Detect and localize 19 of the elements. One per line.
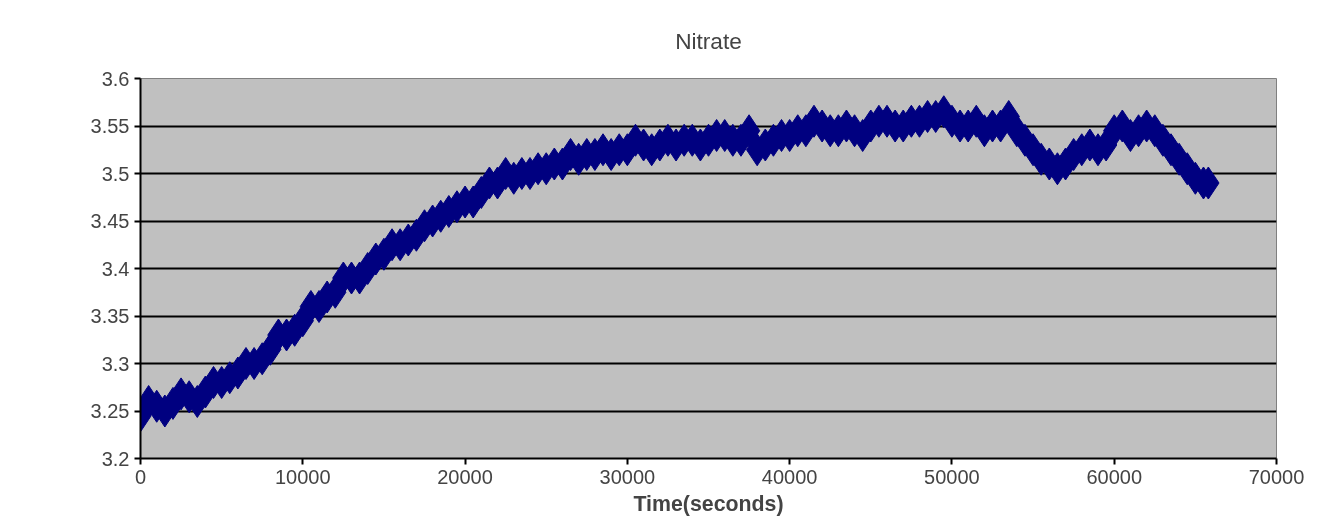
y-tick-label: 3.5 — [101, 162, 130, 185]
y-tick-label: 3.6 — [101, 67, 130, 90]
x-tick-label: 10000 — [274, 465, 331, 488]
y-tick-label: 3.4 — [101, 257, 130, 280]
y-tick-label: 3.2 — [101, 447, 130, 470]
x-tick-label: 20000 — [437, 465, 493, 488]
x-tick-label: 40000 — [761, 465, 818, 488]
x-tick-label: 0 — [134, 465, 147, 488]
y-tick-label: 3.55 — [90, 115, 130, 137]
x-tick-label: 30000 — [599, 465, 656, 488]
x-tick-label: 60000 — [1086, 465, 1143, 488]
y-tick-label: 3.3 — [101, 352, 130, 375]
x-axis-title: Time(seconds) — [633, 491, 784, 516]
y-tick-label: 3.35 — [90, 305, 130, 327]
chart-title: Nitrate — [675, 27, 742, 54]
y-tick-label: 3.45 — [90, 210, 130, 232]
x-tick-label: 70000 — [1248, 465, 1305, 488]
y-tick-label: 3.25 — [90, 400, 130, 422]
x-tick-label: 50000 — [924, 465, 980, 488]
